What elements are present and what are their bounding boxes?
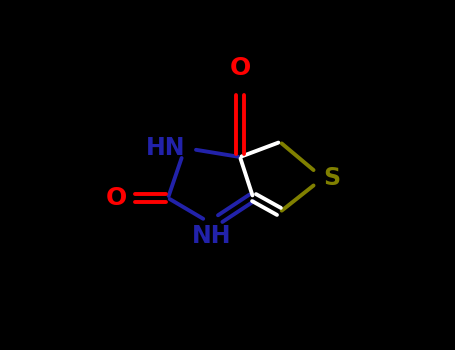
Text: O: O	[229, 56, 251, 80]
Text: O: O	[106, 186, 127, 210]
Text: NH: NH	[192, 224, 232, 248]
Text: S: S	[323, 166, 340, 190]
Text: HN: HN	[146, 136, 185, 160]
